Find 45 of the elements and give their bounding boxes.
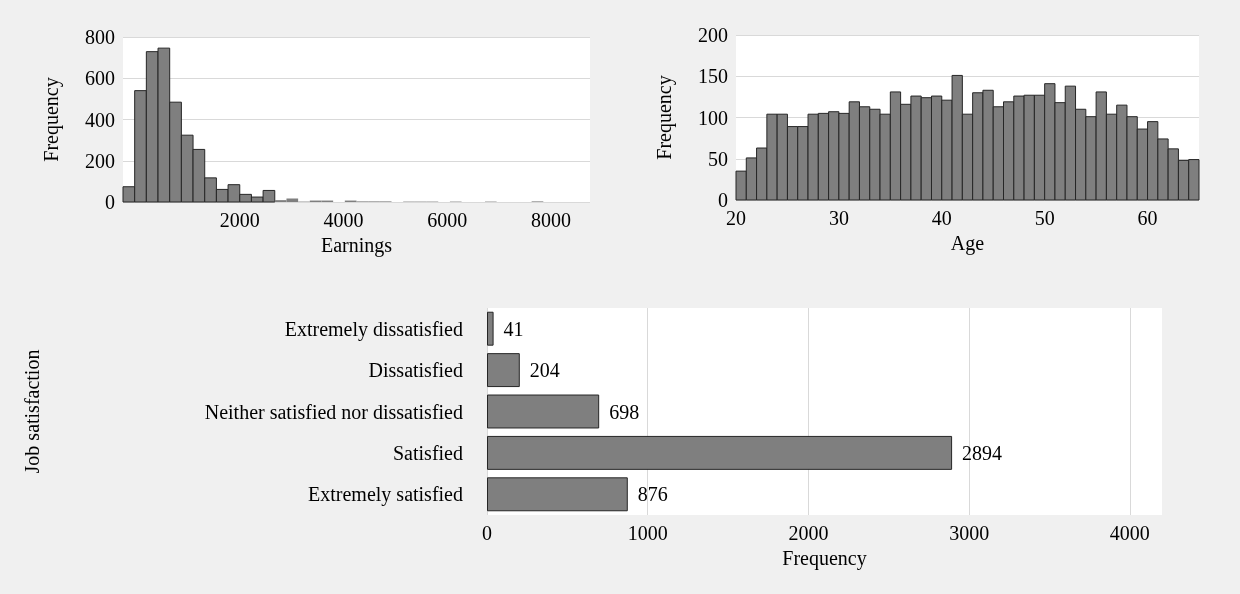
y-axis-title: Frequency xyxy=(40,77,63,162)
x-tick-label: 50 xyxy=(1034,207,1055,229)
y-tick-label: 200 xyxy=(698,24,728,46)
y-tick-label: Extremely satisfied xyxy=(308,483,463,507)
y-tick-label: 150 xyxy=(698,65,728,88)
bar xyxy=(487,435,953,470)
y-tick-label: 100 xyxy=(698,106,728,129)
y-tick-label: 400 xyxy=(85,108,115,131)
x-tick-label: 30 xyxy=(828,207,849,229)
bar xyxy=(487,394,600,429)
data-label: 698 xyxy=(609,400,640,423)
bar xyxy=(487,477,628,512)
x-tick-label: 0 xyxy=(482,522,492,544)
data-label: 2894 xyxy=(962,441,1003,464)
x-tick-label: 1000 xyxy=(627,522,668,544)
data-label: 41 xyxy=(503,317,524,340)
y-tick-label: 50 xyxy=(708,147,728,170)
y-tick-label: Dissatisfied xyxy=(368,359,463,382)
y-tick-label: 200 xyxy=(85,149,115,172)
y-axis-title: Frequency xyxy=(653,75,676,160)
x-tick-label: 60 xyxy=(1137,207,1158,229)
y-tick-label: Extremely dissatisfied xyxy=(284,317,463,341)
y-axis-title: Job satisfaction xyxy=(21,349,43,474)
bar xyxy=(487,353,520,388)
data-label: 876 xyxy=(637,483,668,506)
x-tick-label: 8000 xyxy=(531,209,572,231)
y-tick-label: Satisfied xyxy=(393,441,463,464)
x-tick-label: 6000 xyxy=(427,209,468,231)
x-axis-title: Earnings xyxy=(320,233,393,257)
y-tick-label: Neither satisfied nor dissatisfied xyxy=(204,400,463,423)
x-tick-label: 20 xyxy=(726,207,746,229)
x-tick-label: 2000 xyxy=(219,209,260,231)
bar xyxy=(487,311,494,346)
x-axis-title: Frequency xyxy=(782,546,867,570)
x-tick-label: 4000 xyxy=(323,209,364,231)
y-tick-label: 600 xyxy=(85,67,115,90)
data-label: 204 xyxy=(529,359,560,382)
y-tick-label: 800 xyxy=(85,26,115,48)
y-tick-label: 0 xyxy=(718,189,728,211)
x-tick-label: 40 xyxy=(931,207,952,229)
x-axis-title: Age xyxy=(950,231,985,255)
x-tick-label: 4000 xyxy=(1109,522,1150,544)
x-tick-label: 3000 xyxy=(949,522,990,544)
y-tick-label: 0 xyxy=(105,191,115,213)
x-tick-label: 2000 xyxy=(788,522,829,544)
